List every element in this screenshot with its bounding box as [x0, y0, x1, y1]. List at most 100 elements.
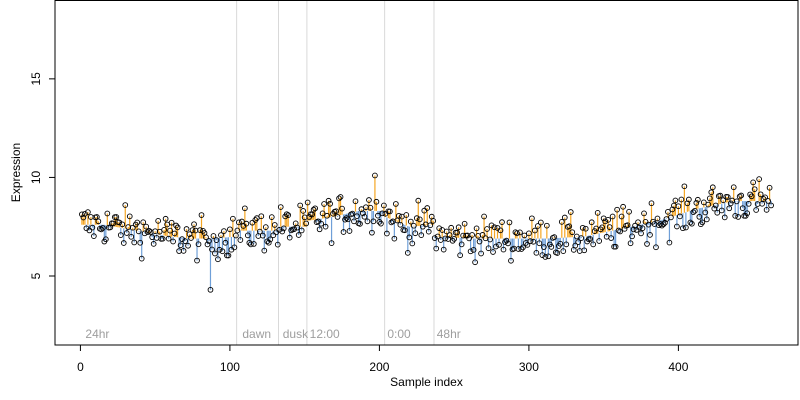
data-point: [236, 219, 242, 226]
data-point: [425, 228, 432, 235]
data-point: [541, 244, 547, 250]
data-point: [243, 220, 250, 227]
data-point: [674, 223, 680, 230]
data-point: [340, 229, 347, 235]
y-tick-label: 5: [29, 272, 43, 279]
data-point: [159, 235, 166, 242]
data-point: [720, 197, 727, 204]
data-point: [167, 227, 173, 234]
data-point: [262, 224, 269, 230]
data-point: [204, 241, 211, 248]
data-point: [310, 206, 317, 213]
data-point: [712, 202, 719, 209]
data-point: [690, 209, 697, 216]
data-point: [627, 240, 634, 247]
data-point: [666, 239, 673, 246]
group-label: 12:00: [310, 327, 340, 341]
data-point: [506, 219, 513, 226]
data-point: [230, 215, 236, 222]
data-point: [357, 221, 363, 227]
data-point: [104, 210, 111, 217]
data-point: [639, 225, 646, 232]
data-point: [215, 256, 221, 263]
data-point: [265, 239, 272, 246]
data-point: [638, 230, 644, 237]
data-point: [168, 219, 175, 226]
data-point: [724, 194, 731, 200]
data-point: [138, 255, 145, 262]
data-point: [479, 232, 486, 238]
data-point: [662, 219, 668, 226]
data-point: [469, 232, 475, 238]
data-point: [209, 246, 215, 253]
data-point: [349, 210, 356, 217]
data-point: [277, 204, 284, 210]
data-points: [79, 172, 774, 293]
data-point: [231, 244, 238, 251]
data-point: [647, 232, 653, 238]
data-point: [297, 202, 304, 209]
data-point: [614, 206, 620, 213]
data-point: [757, 191, 764, 198]
data-point: [669, 206, 676, 213]
data-point: [186, 231, 193, 238]
data-point: [82, 211, 88, 217]
data-point: [612, 243, 619, 250]
data-point: [361, 213, 368, 220]
data-point: [587, 236, 594, 242]
data-point: [195, 241, 202, 248]
data-point: [753, 207, 759, 213]
data-point: [596, 238, 603, 244]
group-label: 24hr: [85, 327, 109, 341]
data-point: [185, 242, 191, 249]
data-point: [413, 215, 420, 221]
data-point: [756, 176, 762, 182]
data-point: [388, 219, 395, 226]
data-point: [319, 210, 326, 217]
x-tick-label: 100: [220, 360, 240, 374]
data-point: [696, 213, 703, 220]
data-point: [418, 232, 425, 239]
x-tick-label: 300: [519, 360, 539, 374]
data-point: [134, 219, 141, 226]
data-point: [333, 208, 339, 215]
data-point: [303, 220, 310, 227]
data-point: [430, 217, 437, 224]
data-point: [542, 254, 549, 260]
data-point: [709, 184, 716, 191]
data-point: [279, 228, 286, 235]
data-point: [472, 259, 478, 266]
data-point: [594, 210, 601, 216]
data-point: [721, 214, 728, 221]
data-point: [732, 212, 739, 219]
data-point: [373, 198, 380, 205]
data-point: [602, 218, 608, 225]
data-point: [569, 229, 576, 236]
data-point: [599, 224, 606, 231]
data-point: [360, 210, 366, 217]
data-point: [285, 212, 292, 219]
data-point: [672, 197, 679, 204]
data-point: [174, 224, 181, 231]
data-point: [126, 213, 133, 220]
data-point: [197, 227, 203, 234]
data-point: [529, 215, 535, 222]
data-point: [403, 212, 410, 218]
data-point: [98, 226, 105, 233]
data-point: [137, 239, 144, 246]
data-point: [268, 214, 275, 220]
data-point: [620, 203, 626, 210]
data-point: [467, 248, 474, 255]
data-point: [404, 250, 411, 256]
data-point: [182, 238, 188, 244]
data-point: [177, 242, 184, 249]
data-point: [321, 201, 327, 207]
data-point: [518, 246, 525, 252]
data-point: [170, 238, 176, 245]
data-point: [521, 232, 528, 239]
data-point: [113, 214, 120, 220]
data-point: [369, 229, 375, 236]
data-point: [617, 228, 623, 235]
data-point: [206, 238, 212, 244]
data-point: [354, 213, 360, 220]
